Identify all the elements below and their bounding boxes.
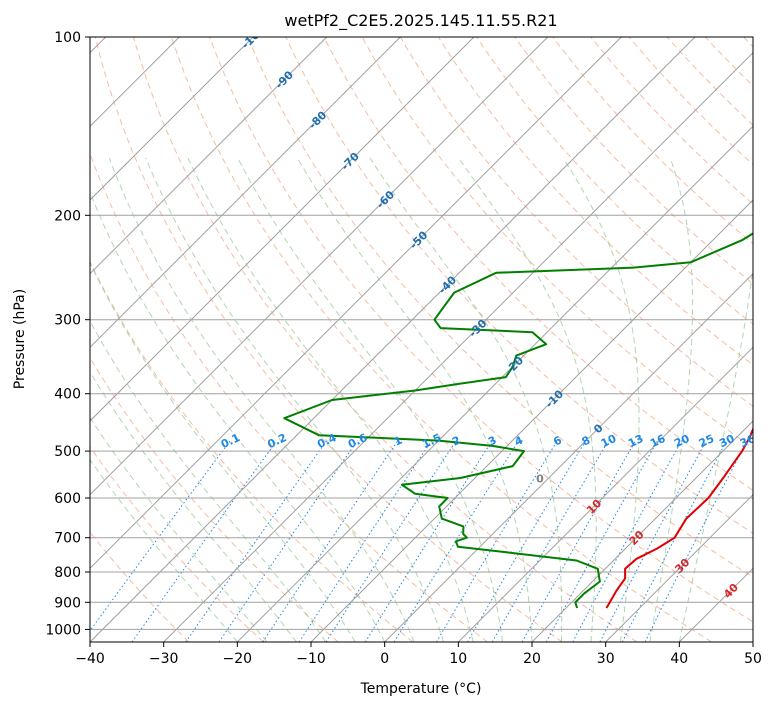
mixing-ratio-line [90, 440, 231, 632]
y-tick-label: 300 [54, 313, 81, 329]
isotherm-line [90, 37, 328, 275]
dry-adiabat-line [514, 37, 753, 285]
x-axis: −40 −30 −20 −10 0 10 20 30 40 50 [75, 642, 762, 667]
mixing-ratio-line [599, 440, 707, 642]
dry-adiabat-line [399, 37, 753, 407]
freezing-level-label: 0 [536, 473, 544, 486]
dry-adiabat-line [628, 37, 753, 166]
isotherm-line [457, 346, 753, 642]
mixing-ratio-line [262, 440, 399, 642]
isotherm-line [163, 51, 753, 642]
mixing-ratio-label: 30 [717, 432, 737, 450]
dry-adiabat-line [247, 37, 753, 578]
mixing-ratio-lines [90, 440, 748, 642]
dry-adiabat-line [476, 37, 753, 325]
mixing-ratio-line [393, 440, 520, 642]
mixing-ratio-line [185, 440, 328, 642]
y-tick-label: 100 [54, 30, 81, 46]
y-tick-label: 700 [54, 531, 81, 547]
isotherm-line [605, 493, 753, 642]
chart-title: wetPf2_C2E5.2025.145.11.55.R21 [284, 11, 557, 31]
isotherm-line [90, 37, 475, 422]
dry-adiabats [90, 37, 753, 642]
x-tick-label: 0 [380, 651, 389, 667]
mixing-ratio-line [298, 440, 432, 642]
mixing-ratio-line [644, 440, 748, 642]
mixing-ratio-line [435, 440, 558, 642]
isotherm-line [90, 37, 696, 642]
mixing-ratio-label: 16 [648, 432, 668, 450]
x-tick-label: 10 [449, 651, 467, 667]
dry-adiabat-line [94, 37, 563, 642]
moist-adiabat-line [90, 320, 327, 642]
y-tick-label: 400 [54, 387, 81, 403]
x-tick-label: 20 [523, 651, 541, 667]
plot-frame [89, 36, 754, 643]
x-tick-label: −10 [296, 651, 326, 667]
mixing-ratio-label: 36 [738, 432, 758, 450]
mixing-ratio-line [131, 440, 278, 642]
y-axis: 100 200 300 400 500 600 700 800 900 1000 [45, 30, 90, 638]
isotherm-line [531, 420, 753, 642]
dry-adiabat-line [209, 37, 753, 623]
moist-adiabat-line [90, 261, 356, 642]
mixing-ratio-label: 10 [599, 432, 619, 450]
isotherm-line [90, 37, 254, 201]
moist-adiabat-line [296, 157, 533, 642]
x-axis-label: Temperature (°C) [360, 681, 482, 697]
x-tick-label: 50 [744, 651, 762, 667]
dry-adiabat-line [90, 260, 414, 642]
y-axis-label: Pressure (hPa) [12, 289, 28, 389]
mixing-ratio-label: 20 [672, 432, 692, 450]
isotherm-line [90, 37, 401, 349]
isotherm-line [310, 199, 753, 642]
mixing-ratio-label: 13 [626, 432, 645, 450]
dry-adiabat-line [90, 446, 264, 642]
dry-adiabat-line [323, 37, 753, 491]
y-tick-label: 800 [54, 565, 81, 581]
temperature-line [605, 426, 753, 609]
isotherms [90, 37, 753, 642]
dewpoint-line [283, 232, 753, 609]
moist-adiabat-line [562, 157, 640, 642]
sounding-series [283, 232, 753, 609]
mixing-ratio-line [467, 440, 587, 642]
isotherm-line [90, 37, 549, 496]
y-tick-label: 900 [54, 595, 81, 611]
y-tick-label: 500 [54, 444, 81, 460]
y-tick-label: 200 [54, 208, 81, 224]
dry-adiabat-line [132, 37, 638, 642]
x-tick-label: 30 [597, 651, 615, 667]
isotherm-line [384, 272, 753, 642]
x-tick-label: 40 [670, 651, 688, 667]
moist-adiabat-line [90, 370, 297, 642]
y-tick-label: 600 [54, 491, 81, 507]
moist-adiabat-line [458, 157, 597, 642]
mixing-ratio-line [218, 440, 358, 642]
x-tick-label: −30 [149, 651, 179, 667]
x-tick-label: −40 [75, 651, 105, 667]
x-tick-label: −20 [223, 651, 253, 667]
mixing-ratio-label: 25 [697, 432, 716, 450]
moist-adiabat-line [369, 157, 563, 642]
isobars [90, 37, 753, 630]
mixing-ratio-line [491, 440, 609, 642]
y-tick-label: 1000 [45, 622, 81, 638]
isotherm-line [90, 37, 622, 570]
mixing-ratio-line [521, 440, 637, 642]
